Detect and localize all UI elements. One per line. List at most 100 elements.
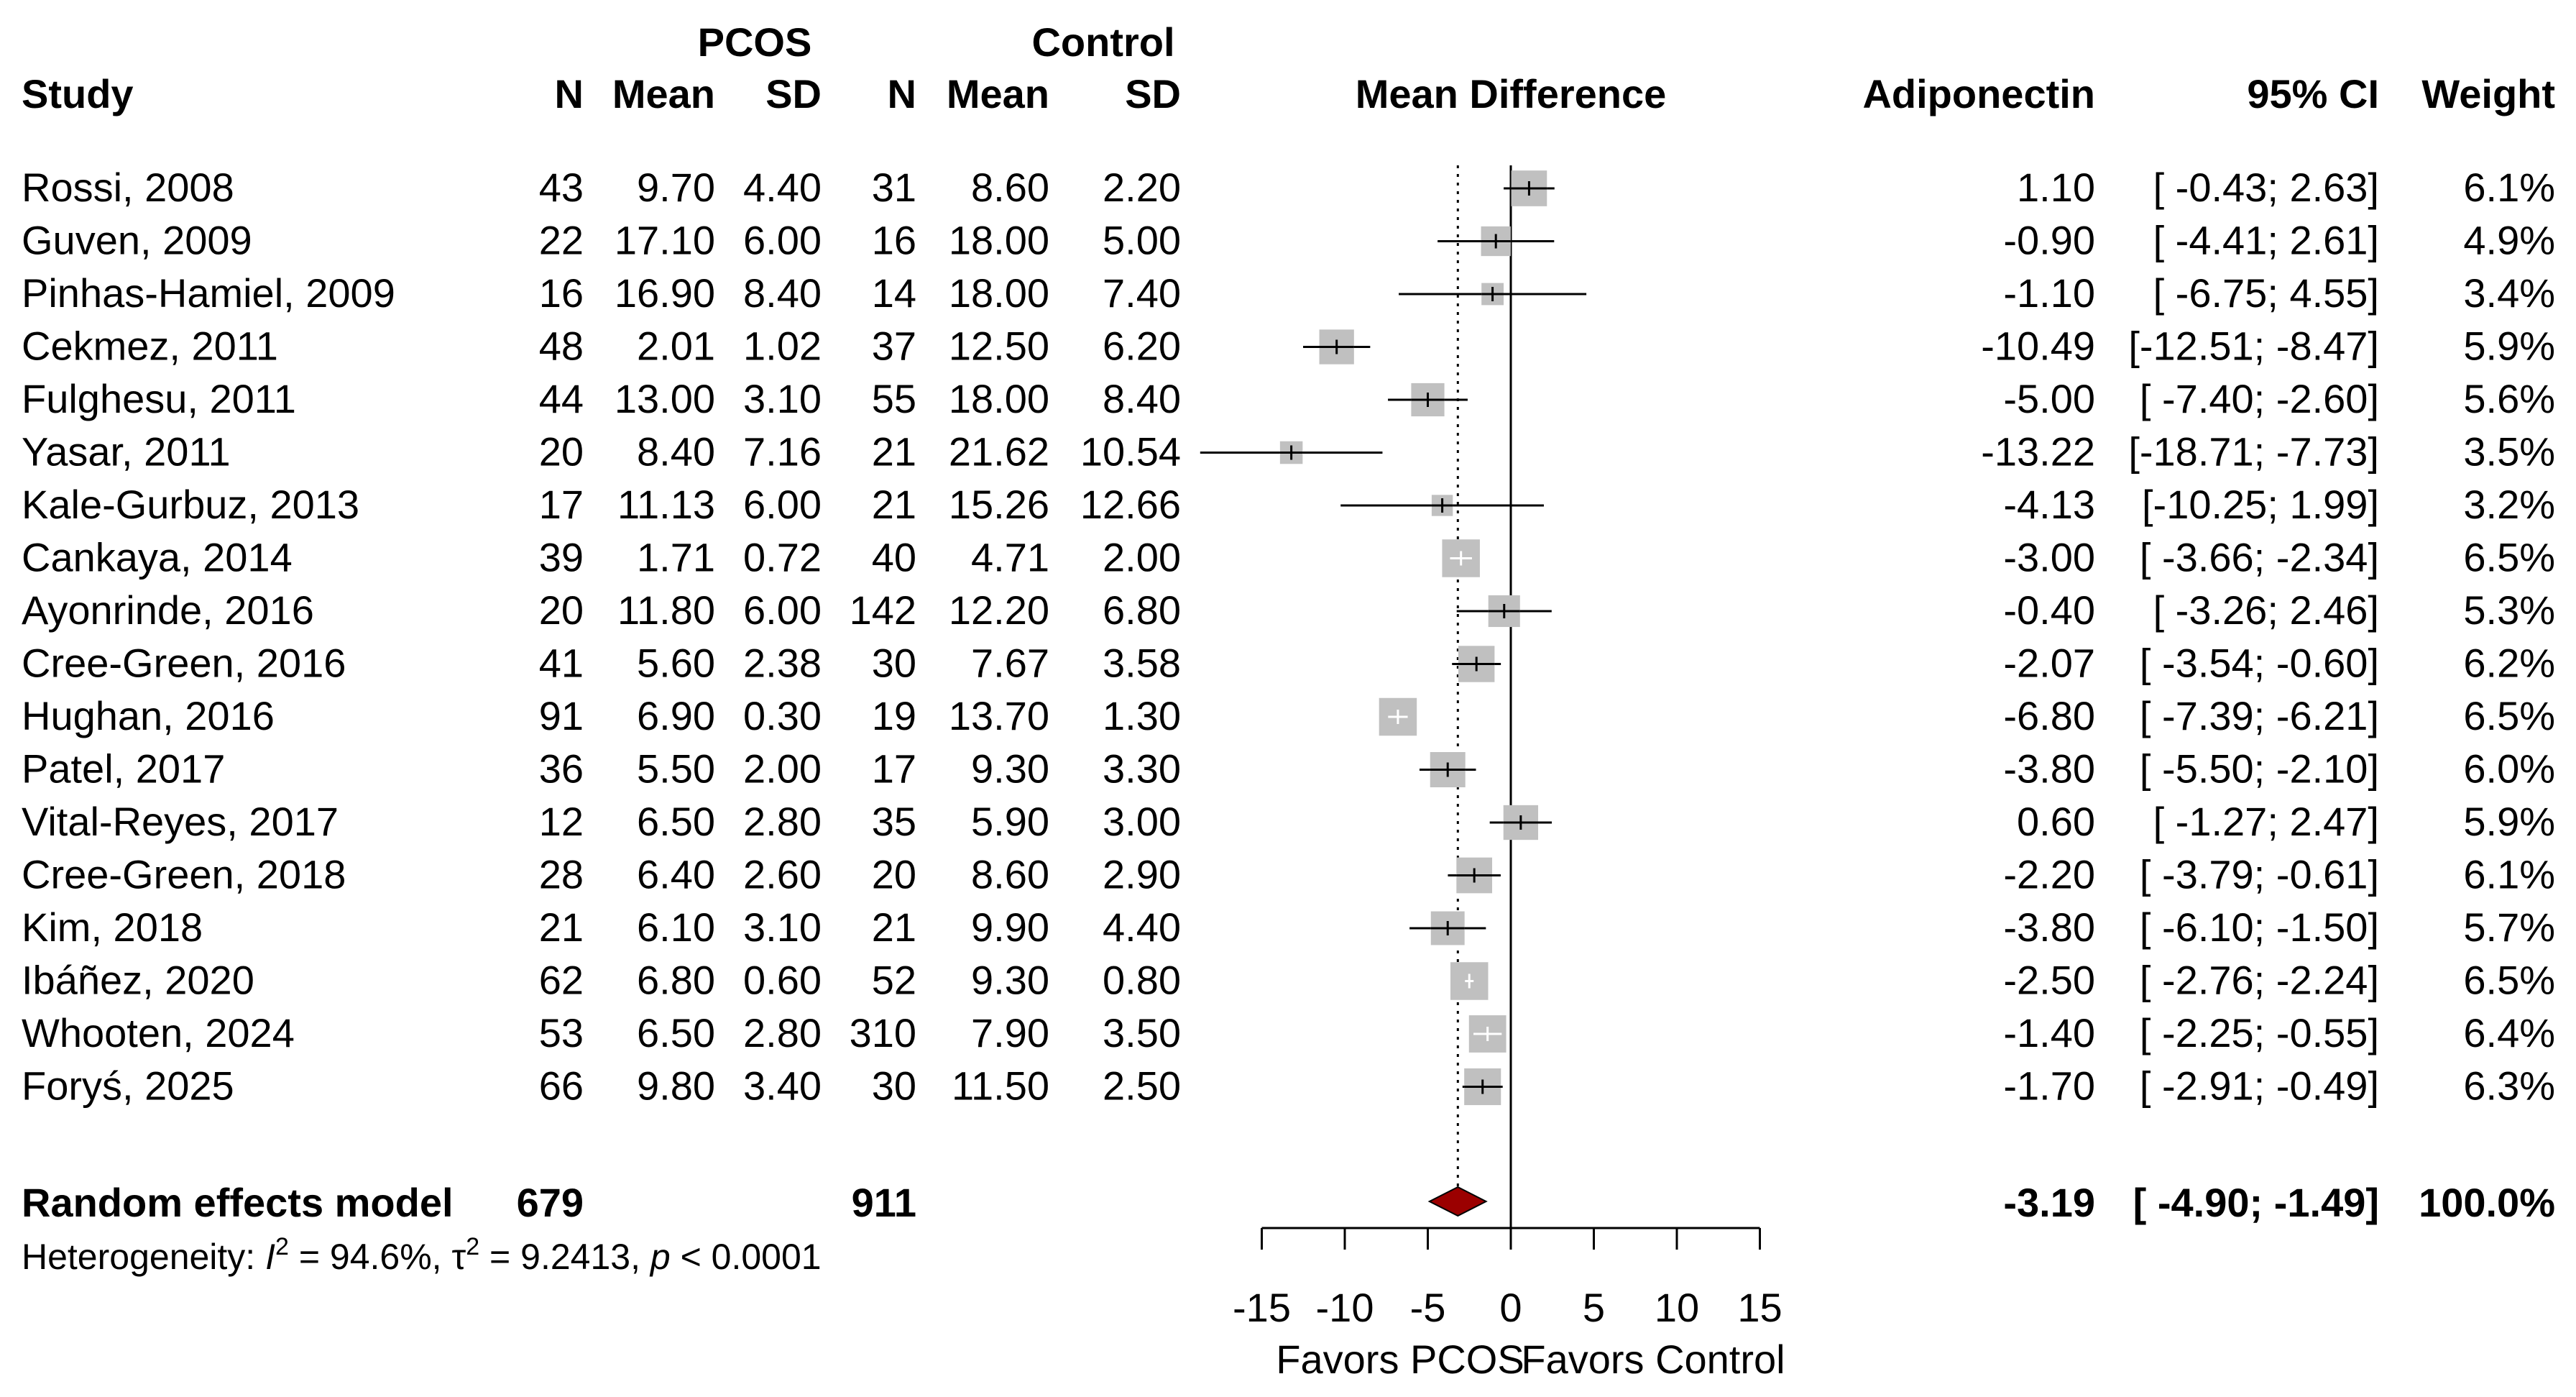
ci-cell: [ -2.76; -2.24]: [2140, 958, 2379, 1003]
mean1-cell: 11.80: [617, 587, 715, 633]
summary-diamond: [1427, 1186, 1488, 1217]
study-mark: [1504, 170, 1555, 206]
study-row: Whooten, 2024 53 6.50 2.80 310 7.90 3.50 -1.40 […: [22, 1010, 2555, 1055]
n2-cell: 14: [872, 270, 916, 316]
n1-cell: 91: [539, 693, 584, 738]
weight-cell: 6.5%: [2463, 693, 2555, 738]
sd2-cell: 0.80: [1103, 958, 1181, 1003]
sd2-cell: 2.20: [1103, 165, 1181, 210]
weight-cell: 3.5%: [2463, 429, 2555, 475]
study-mark: [1340, 495, 1544, 516]
forest-marks: -15 -10 -5 0 5 10 15: [1200, 165, 1782, 1330]
n1-cell: 20: [539, 429, 584, 475]
weight-cell: 5.6%: [2463, 376, 2555, 421]
md-cell: -3.80: [2003, 746, 2095, 792]
md-cell: -3.00: [2003, 535, 2095, 580]
header-mean-difference: Mean Difference: [1356, 71, 1667, 116]
weight-cell: 3.4%: [2463, 270, 2555, 316]
sd1-cell: 8.40: [743, 270, 822, 316]
sd1-cell: 2.80: [743, 1010, 822, 1055]
sd2-cell: 3.00: [1103, 799, 1181, 844]
study-mark: [1456, 595, 1552, 628]
sd1-cell: 2.80: [743, 799, 822, 844]
study-row: Kale-Gurbuz, 2013 17 11.13 6.00 21 15.26 12.66…: [22, 482, 2555, 527]
header-mean1: Mean: [612, 71, 715, 116]
header-group1: PCOS: [698, 19, 812, 65]
sd2-cell: 5.00: [1103, 218, 1181, 263]
sd1-cell: 6.00: [743, 587, 822, 633]
study-rows: Rossi, 2008 43 9.70 4.40 31 8.60 2.20 1.10 [ -0.…: [22, 165, 2555, 1109]
n1-cell: 41: [539, 641, 584, 686]
ci-cell: [ -3.66; -2.34]: [2140, 535, 2379, 580]
sd2-cell: 3.30: [1103, 746, 1181, 792]
study-mark: [1438, 226, 1555, 257]
n1-cell: 53: [539, 1010, 584, 1055]
study-row: Cree-Green, 2016 41 5.60 2.38 30 7.67 3.58 -2.0…: [22, 641, 2555, 686]
n1-cell: 20: [539, 587, 584, 633]
study-name: Kim, 2018: [22, 904, 203, 950]
n2-cell: 37: [872, 324, 916, 369]
heterogeneity-text: Heterogeneity: I2 = 94.6%, τ2 = 9.2413, …: [22, 1233, 822, 1277]
sd1-cell: 0.60: [743, 958, 822, 1003]
study-name: Pinhas-Hamiel, 2009: [22, 270, 395, 316]
mean1-cell: 6.10: [637, 904, 715, 950]
sd1-cell: 1.02: [743, 324, 822, 369]
ci-cell: [ -7.40; -2.60]: [2140, 376, 2379, 421]
x-tick-label: 5: [1583, 1285, 1605, 1330]
sd1-cell: 6.00: [743, 482, 822, 527]
weight-cell: 6.3%: [2463, 1063, 2555, 1109]
weight-cell: 6.5%: [2463, 958, 2555, 1003]
study-row: Patel, 2017 36 5.50 2.00 17 9.30 3.30 -3.80 [ -5…: [22, 746, 2555, 792]
ci-cell: [ -1.27; 2.47]: [2153, 799, 2379, 844]
mean1-cell: 6.50: [637, 799, 715, 844]
n1-cell: 66: [539, 1063, 584, 1109]
md-cell: -2.07: [2003, 641, 2095, 686]
study-mark: [1489, 805, 1552, 841]
study-row: Ibáñez, 2020 62 6.80 0.60 52 9.30 0.80 -2.50 [ -…: [22, 958, 2555, 1003]
study-mark: [1442, 539, 1480, 577]
mean1-cell: 5.60: [637, 641, 715, 686]
n1-cell: 28: [539, 852, 584, 897]
sd1-cell: 0.72: [743, 535, 822, 580]
mean2-cell: 5.90: [971, 799, 1049, 844]
mean2-cell: 11.50: [952, 1063, 1049, 1109]
study-name: Ayonrinde, 2016: [22, 587, 314, 633]
mean2-cell: 7.67: [971, 641, 1049, 686]
mean2-cell: 9.90: [971, 904, 1049, 950]
ci-cell: [ -3.54; -0.60]: [2140, 641, 2379, 686]
n1-cell: 39: [539, 535, 584, 580]
n1-cell: 62: [539, 958, 584, 1003]
weight-cell: 4.9%: [2463, 218, 2555, 263]
weight-cell: 6.1%: [2463, 852, 2555, 897]
ci-cell: [-10.25; 1.99]: [2142, 482, 2379, 527]
md-cell: -10.49: [1981, 324, 2095, 369]
mean2-cell: 15.26: [949, 482, 1049, 527]
ci-cell: [ -4.41; 2.61]: [2153, 218, 2379, 263]
n2-cell: 21: [872, 482, 916, 527]
mean2-cell: 9.30: [971, 958, 1049, 1003]
mean1-cell: 2.01: [637, 324, 715, 369]
mean1-cell: 1.71: [637, 535, 715, 580]
mean2-cell: 12.20: [949, 587, 1049, 633]
mean1-cell: 6.90: [637, 693, 715, 738]
study-mark: [1388, 383, 1468, 417]
study-name: Ibáñez, 2020: [22, 958, 254, 1003]
x-tick-label: 10: [1655, 1285, 1699, 1330]
study-mark: [1379, 697, 1417, 736]
mean1-cell: 13.00: [615, 376, 715, 421]
md-cell: -1.70: [2003, 1063, 2095, 1109]
study-mark: [1419, 752, 1476, 787]
md-cell: -1.40: [2003, 1010, 2095, 1055]
study-name: Rossi, 2008: [22, 165, 234, 210]
study-mark: [1468, 1015, 1506, 1053]
study-row: Rossi, 2008 43 9.70 4.40 31 8.60 2.20 1.10 [ -0.…: [22, 165, 2555, 210]
weight-cell: 3.2%: [2463, 482, 2555, 527]
md-cell: 1.10: [2017, 165, 2095, 210]
summary-label: Random effects model: [22, 1180, 454, 1225]
md-cell: -3.80: [2003, 904, 2095, 950]
study-row: Ayonrinde, 2016 20 11.80 6.00 142 12.20 6.80 -0…: [22, 587, 2555, 633]
weight-cell: 5.9%: [2463, 324, 2555, 369]
md-cell: 0.60: [2017, 799, 2095, 844]
study-name: Cree-Green, 2016: [22, 641, 346, 686]
mean1-cell: 11.13: [617, 482, 715, 527]
